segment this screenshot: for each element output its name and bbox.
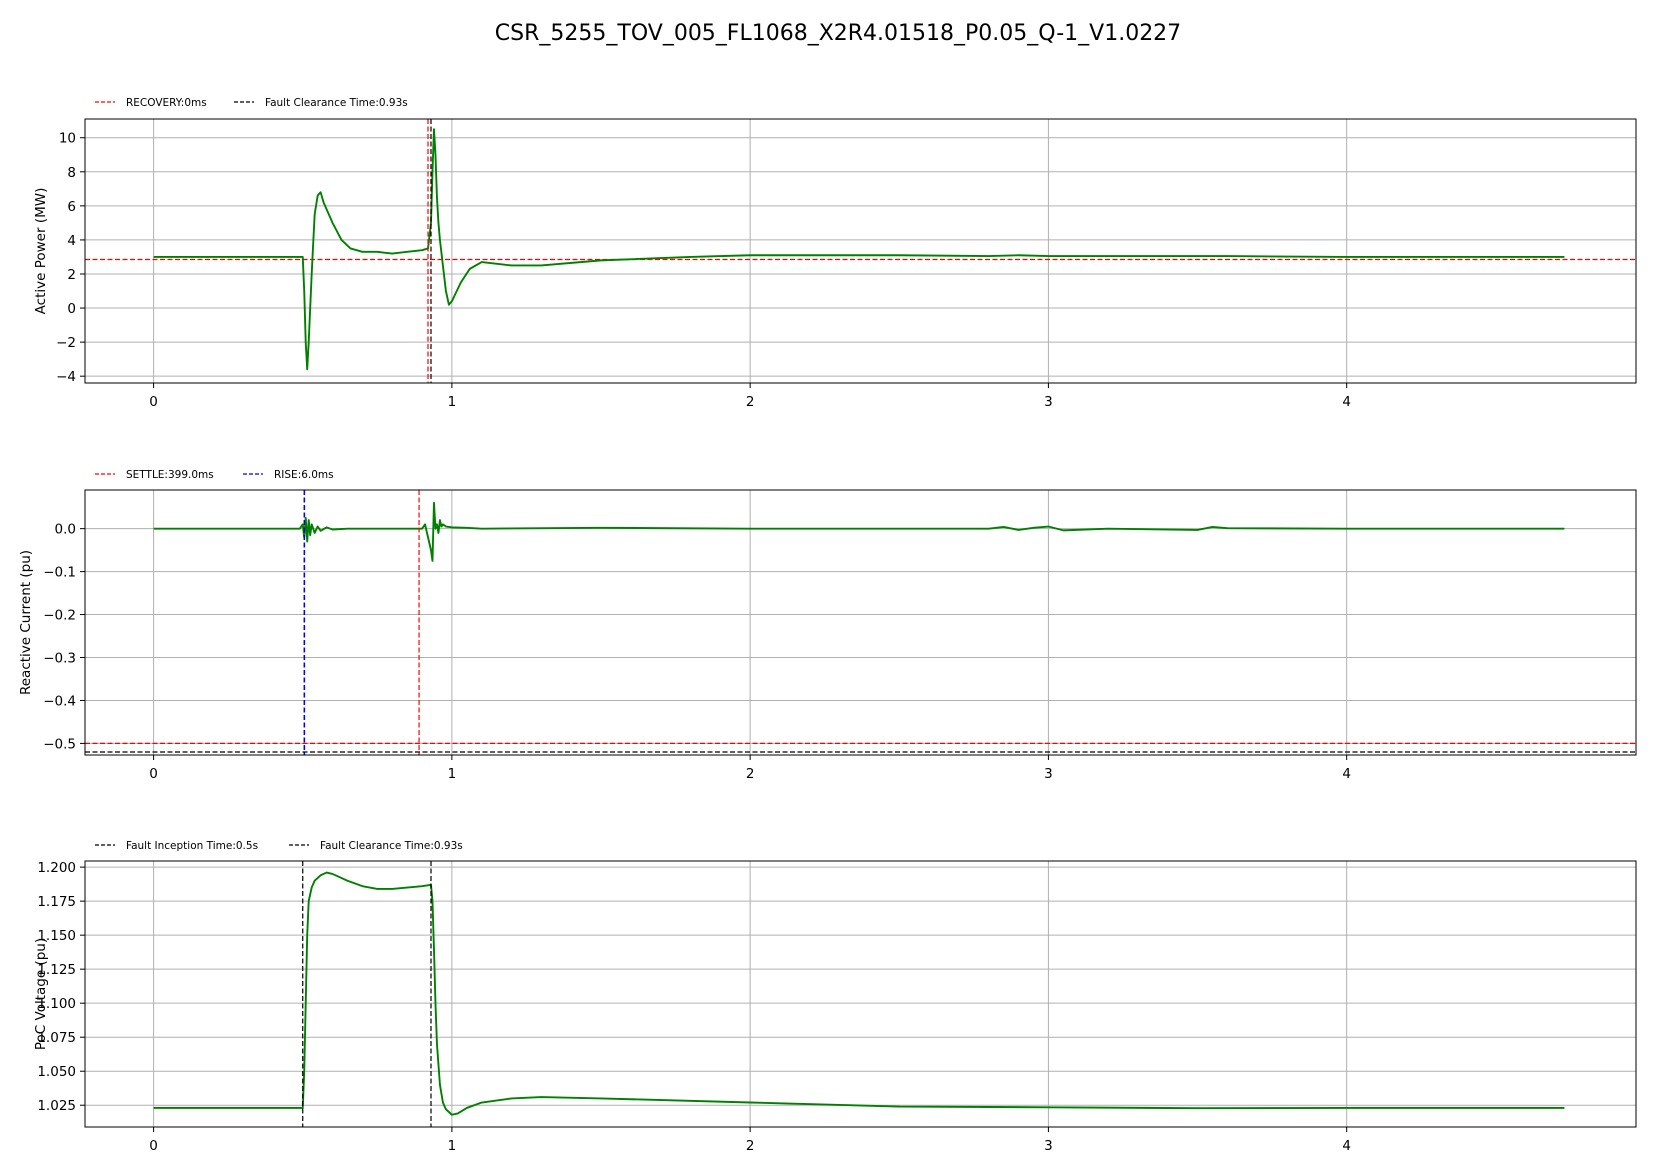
y-tick-label: 0.0 xyxy=(55,522,76,538)
y-tick-label: 1.175 xyxy=(37,894,76,910)
x-tick-label: 1 xyxy=(448,766,457,782)
y-tick-label: 8 xyxy=(67,165,76,181)
x-tick-label: 3 xyxy=(1044,766,1053,782)
y-tick-label: 1.200 xyxy=(37,860,76,876)
axes-frame xyxy=(84,489,1637,756)
y-axis-label: Active Power (MW) xyxy=(33,188,49,315)
x-tick-label: 2 xyxy=(746,766,755,782)
x-tick-label: 0 xyxy=(149,394,158,410)
legend-label: SETTLE:399.0ms xyxy=(126,469,214,481)
x-tick-label: 2 xyxy=(746,1138,755,1154)
subplot-2: 0 1 2 3 4 0.0 −0.1 −0.2 −0.3 −0.4 −0.5 Reactive Cur… xyxy=(18,469,1637,782)
figure-title: CSR_5255_TOV_005_FL1068_X2R4.01518_P0.05… xyxy=(495,21,1181,46)
legend-label: RISE:6.0ms xyxy=(274,469,334,481)
axes-frame xyxy=(84,118,1637,384)
x-tick-label: 4 xyxy=(1342,766,1351,782)
y-tick-label: −0.5 xyxy=(43,736,76,752)
axes-frame xyxy=(84,860,1637,1128)
y-tick-label: −2 xyxy=(56,335,76,351)
legend-label: Fault Clearance Time:0.93s xyxy=(265,97,408,109)
y-tick-label: 10 xyxy=(59,131,76,147)
x-tick-label: 3 xyxy=(1044,1138,1053,1154)
y-tick-label: −0.3 xyxy=(43,651,76,667)
y-tick-label: 1.025 xyxy=(37,1098,76,1114)
y-tick-label: 6 xyxy=(67,199,76,215)
series-line xyxy=(153,501,1565,562)
y-tick-label: 1.125 xyxy=(37,962,76,978)
y-tick-label: 1.100 xyxy=(37,996,76,1012)
y-tick-label: 0 xyxy=(67,301,76,317)
x-tick-label: 3 xyxy=(1044,394,1053,410)
y-tick-label: −0.2 xyxy=(43,608,76,624)
x-tick-label: 1 xyxy=(448,394,457,410)
x-tick-label: 2 xyxy=(746,394,755,410)
x-tick-label: 1 xyxy=(448,1138,457,1154)
y-tick-label: 1.150 xyxy=(37,928,76,944)
series-line xyxy=(153,128,1565,371)
legend-label: Fault Inception Time:0.5s xyxy=(126,840,258,852)
legend-label: Fault Clearance Time:0.93s xyxy=(320,840,463,852)
x-tick-label: 0 xyxy=(149,1138,158,1154)
y-tick-label: 1.075 xyxy=(37,1030,76,1046)
y-tick-label: 1.050 xyxy=(37,1064,76,1080)
y-tick-label: −0.4 xyxy=(43,693,76,709)
legend-label: RECOVERY:0ms xyxy=(126,97,207,109)
subplot-3: 0 1 2 3 4 1.025 1.050 1.075 1.100 1.125 1.150 1.175… xyxy=(33,840,1637,1154)
y-tick-label: 2 xyxy=(67,267,76,283)
subplot-1: 0 1 2 3 4 −4 −2 0 2 4 6 8 10 Active Power (MW) RECOVER… xyxy=(33,97,1637,410)
y-tick-label: −4 xyxy=(56,369,76,385)
y-tick-label: 4 xyxy=(67,233,76,249)
x-tick-label: 4 xyxy=(1342,394,1351,410)
y-tick-label: −0.1 xyxy=(43,565,76,581)
y-axis-label: PoC Voltage (pu) xyxy=(33,938,49,1050)
x-tick-label: 0 xyxy=(149,766,158,782)
series-line xyxy=(153,871,1565,1116)
y-axis-label: Reactive Current (pu) xyxy=(18,550,34,695)
x-tick-label: 4 xyxy=(1342,1138,1351,1154)
